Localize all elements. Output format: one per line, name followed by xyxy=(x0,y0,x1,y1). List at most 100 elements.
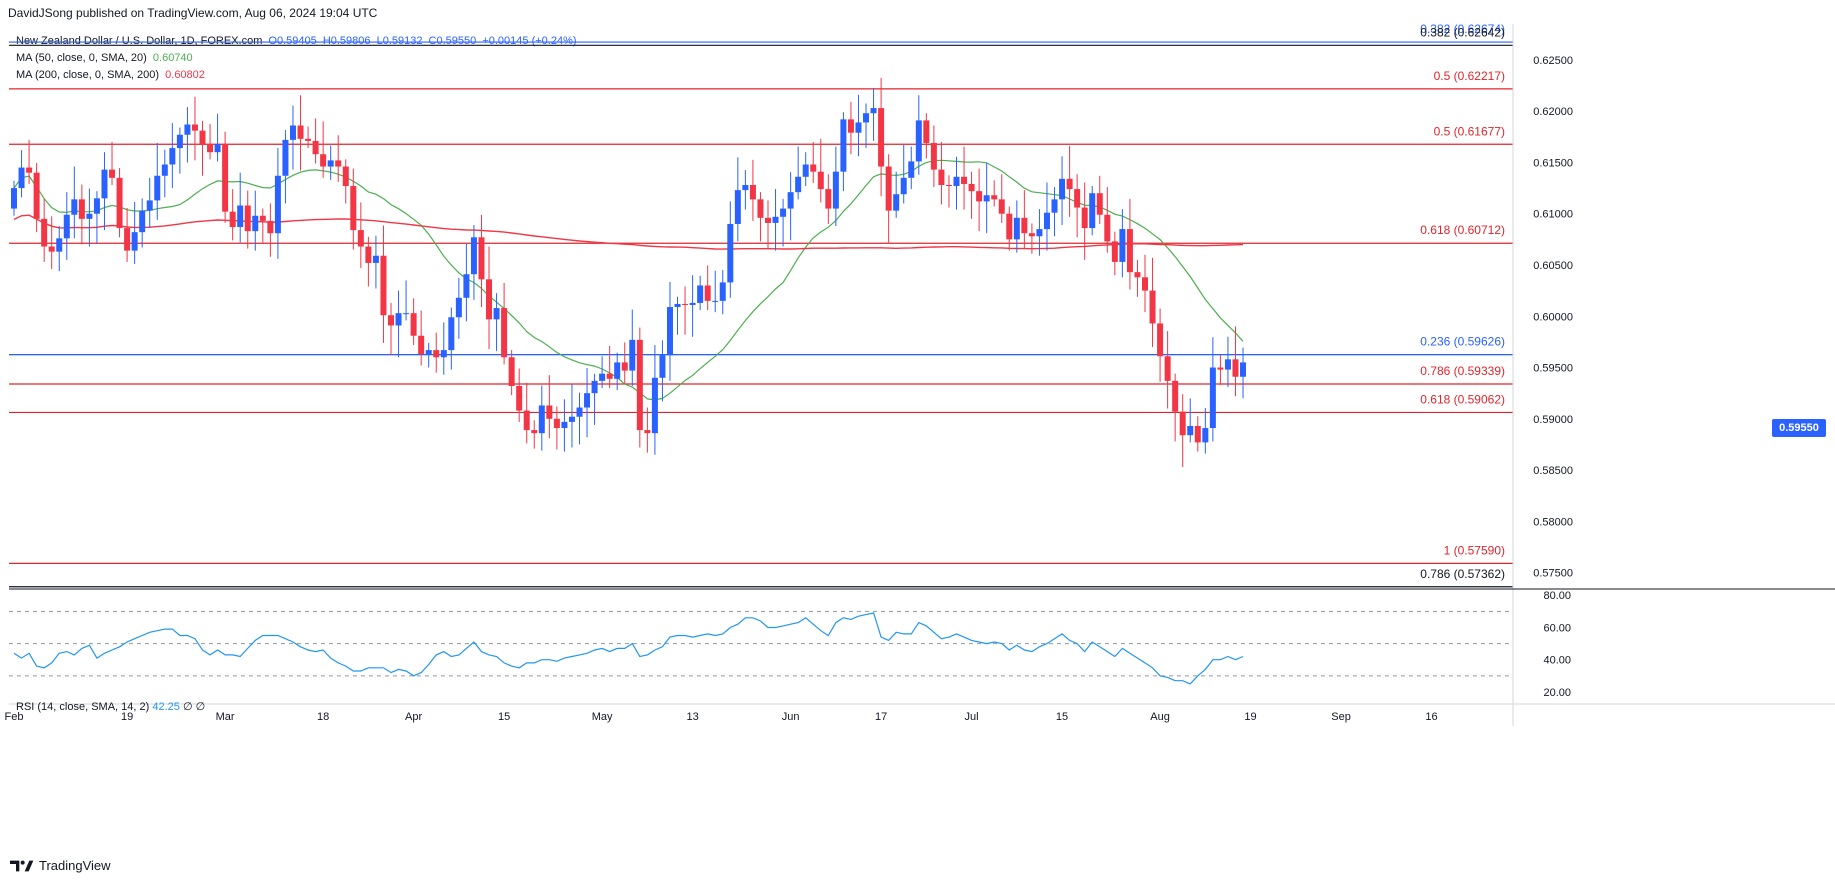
candle-body xyxy=(697,285,704,303)
candle-body xyxy=(1134,272,1141,278)
candle-body xyxy=(546,405,553,419)
candle-body xyxy=(810,164,817,172)
candle-body xyxy=(116,177,123,229)
candle-body xyxy=(33,172,40,219)
candle-body xyxy=(915,120,922,162)
price-tick-label: 0.58500 xyxy=(1533,465,1573,477)
candle-body xyxy=(832,171,839,209)
candle-body xyxy=(380,255,387,316)
ma50-label: MA (50, close, 0, SMA, 20) xyxy=(16,52,147,64)
candle-body xyxy=(606,373,613,379)
candle-body xyxy=(787,192,794,209)
time-tick-label: Jul xyxy=(965,711,979,723)
candle-body xyxy=(146,200,153,211)
fib-label: 0.786 (0.57362) xyxy=(1420,567,1505,581)
price-tick-label: 0.60000 xyxy=(1533,311,1573,323)
candle-body xyxy=(538,405,545,434)
candle-body xyxy=(870,108,877,114)
tradingview-brand[interactable]: TradingView xyxy=(10,858,111,873)
candles xyxy=(11,77,1247,467)
candle-body xyxy=(18,167,25,189)
candle-body xyxy=(508,357,515,386)
rsi-value: 42.25 xyxy=(152,701,180,713)
candle-body xyxy=(109,169,116,178)
rsi-tick-label: 80.00 xyxy=(1543,590,1571,602)
candle-body xyxy=(305,138,312,141)
candle-body xyxy=(689,302,696,305)
candle-body xyxy=(1096,193,1103,215)
candle-body xyxy=(297,125,304,139)
symbol-legend: New Zealand Dollar / U.S. Dollar, 1D, FO… xyxy=(16,35,580,47)
candle-body xyxy=(470,237,477,275)
candle-body xyxy=(1021,217,1028,234)
candle-body xyxy=(885,166,892,211)
candle-body xyxy=(576,407,583,417)
price-tick-label: 0.60500 xyxy=(1533,260,1573,272)
time-tick-label: Mar xyxy=(216,711,235,723)
candle-body xyxy=(1202,428,1209,443)
candle-body xyxy=(222,143,229,212)
fib-label: 0.618 (0.59062) xyxy=(1420,392,1505,406)
candle-body xyxy=(41,218,48,247)
candle-body xyxy=(930,142,937,170)
time-tick-label: Aug xyxy=(1150,711,1170,723)
candle-body xyxy=(1142,277,1148,291)
candle-body xyxy=(945,184,952,187)
candle-body xyxy=(599,373,606,381)
candle-body xyxy=(682,303,689,305)
candle-body xyxy=(719,282,726,301)
candle-body xyxy=(1066,178,1073,190)
candle-body xyxy=(780,208,787,217)
candle-body xyxy=(463,274,470,298)
candle-body xyxy=(817,171,824,190)
moving-averages xyxy=(13,159,1244,401)
ma200-label: MA (200, close, 0, SMA, 200) xyxy=(16,69,160,81)
candle-body xyxy=(388,315,394,326)
time-tick-label: Feb xyxy=(5,711,24,723)
publisher-line: DavidJSong published on TradingView.com,… xyxy=(8,6,378,20)
candle-body xyxy=(267,220,274,234)
candle-body xyxy=(448,317,455,351)
candle-body xyxy=(139,210,146,233)
candle-body xyxy=(410,313,417,336)
candle-body xyxy=(403,313,410,315)
time-tick-label: May xyxy=(592,711,613,723)
candle-body xyxy=(78,199,85,219)
ma50-value: 0.60740 xyxy=(152,52,193,64)
candle-body xyxy=(48,246,55,252)
candle-body xyxy=(289,125,296,140)
rsi-label: RSI (14, close, SMA, 14, 2) xyxy=(16,701,150,713)
time-tick-label: 19 xyxy=(1244,711,1256,723)
price-tick-label: 0.62000 xyxy=(1533,106,1573,118)
candle-body xyxy=(229,211,236,228)
time-tick-label: Apr xyxy=(405,711,422,723)
candle-body xyxy=(1157,323,1164,357)
price-tick-label: 0.62500 xyxy=(1533,55,1573,67)
low-value: L0.59132 xyxy=(376,35,423,47)
candle-body xyxy=(863,113,870,123)
candle-body xyxy=(855,122,862,133)
candle-body xyxy=(614,362,621,379)
candle-body xyxy=(923,120,930,143)
time-tick-label: 15 xyxy=(498,711,510,723)
ma200-value: 0.60802 xyxy=(165,69,205,81)
fib-label: 0.618 (0.60712) xyxy=(1420,223,1505,237)
candle-body xyxy=(629,339,636,371)
candle-body xyxy=(493,308,500,320)
change-value: +0.00145 (+0.24%) xyxy=(482,35,577,47)
candle-body xyxy=(372,255,379,263)
candle-body xyxy=(953,176,960,187)
time-tick-label: 15 xyxy=(1056,711,1068,723)
candle-body xyxy=(908,161,915,178)
ma200-legend: MA (200, close, 0, SMA, 200) 0.60802 xyxy=(16,69,208,81)
fib-levels: 0.382 (0.62674)0.382 (0.62642) 0.5 (0.622… xyxy=(9,22,1513,588)
candle-body xyxy=(455,297,462,318)
candle-body xyxy=(757,199,764,218)
candle-body xyxy=(553,418,560,429)
price-tick-label: 0.61500 xyxy=(1533,157,1573,169)
candle-body xyxy=(154,175,161,201)
fib-label: 0.786 (0.59339) xyxy=(1420,364,1505,378)
candle-body xyxy=(93,198,100,214)
candle-body xyxy=(523,410,530,431)
